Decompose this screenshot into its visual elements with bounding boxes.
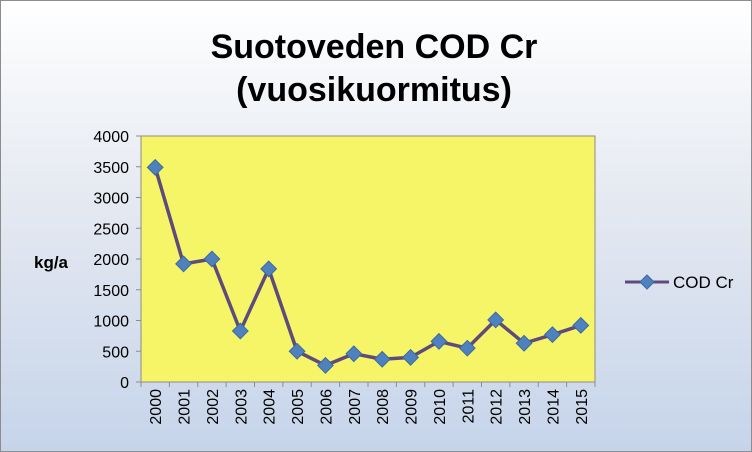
data-point-marker: [231, 322, 249, 340]
x-tick-label: 2013: [517, 389, 534, 425]
data-point-marker: [458, 339, 476, 357]
data-point-marker: [203, 250, 221, 268]
x-tick-label: 2004: [262, 389, 279, 425]
data-point-marker: [430, 332, 448, 350]
y-tick-label: 3500: [93, 160, 129, 177]
y-tick-label: 1000: [93, 314, 129, 331]
x-tick-label: 2010: [432, 389, 449, 425]
x-tick-label: 2003: [233, 389, 250, 425]
x-tick-label: 2005: [290, 389, 307, 425]
y-tick-label: 3000: [93, 191, 129, 208]
x-tick-label: 2015: [574, 389, 591, 425]
x-axis-ticks: 2000 2001 2002 2003 2004 2005 2006 2007 2008 2009…: [140, 382, 596, 425]
data-point-marker: [175, 255, 193, 273]
chart-title-line-1: Suotoveden COD Cr: [211, 28, 538, 66]
series-layer: [146, 158, 590, 374]
y-axis-label: kg/a: [34, 253, 69, 272]
x-tick-label: 2001: [177, 389, 194, 425]
legend-label: COD Cr: [673, 273, 734, 292]
series-line: [153, 166, 582, 368]
data-point-marker: [543, 326, 561, 344]
x-tick-label: 2011: [460, 389, 477, 424]
data-point-marker: [572, 316, 590, 334]
y-tick-label: 1500: [93, 283, 129, 300]
data-point-marker: [373, 350, 391, 368]
data-point-marker: [402, 348, 420, 366]
y-tick-label: 4000: [93, 129, 129, 146]
y-tick-label: 2000: [93, 252, 129, 269]
x-tick-label: 2008: [375, 389, 392, 425]
y-tick-label: 0: [120, 375, 129, 392]
data-point-marker: [316, 356, 334, 374]
data-point-marker: [487, 311, 505, 329]
x-tick-label: 2007: [347, 389, 364, 425]
data-point-marker: [260, 260, 278, 278]
x-tick-label: 2002: [205, 389, 222, 425]
x-tick-label: 2009: [404, 389, 421, 425]
data-point-marker: [288, 342, 306, 360]
x-tick-label: 2006: [318, 389, 335, 425]
chart-title-line-2: (vuosikuormitus): [236, 71, 512, 109]
x-tick-label: 2014: [545, 389, 562, 425]
y-tick-label: 500: [102, 344, 129, 361]
legend: COD Cr: [625, 273, 734, 292]
x-tick-label: 2000: [148, 389, 165, 425]
legend-marker: [639, 274, 655, 290]
y-tick-label: 2500: [93, 221, 129, 238]
data-point-marker: [146, 158, 164, 176]
x-tick-label: 2012: [489, 389, 506, 425]
data-point-marker: [515, 334, 533, 352]
data-point-marker: [345, 345, 363, 363]
y-axis-ticks: 0 500 1000 1500 2000 2500 3000 3500 4000: [93, 129, 141, 392]
